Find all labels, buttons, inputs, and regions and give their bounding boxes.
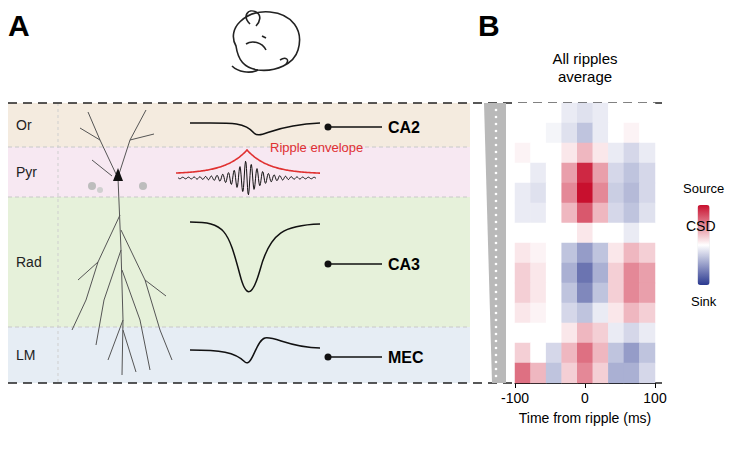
svg-text:0: 0 bbox=[581, 390, 589, 406]
svg-text:-100: -100 bbox=[501, 390, 529, 406]
svg-text:CA2: CA2 bbox=[388, 119, 420, 136]
svg-text:Or: Or bbox=[16, 117, 32, 133]
svg-text:Sink: Sink bbox=[691, 294, 717, 309]
svg-text:Time from ripple (ms): Time from ripple (ms) bbox=[519, 410, 652, 426]
svg-text:Rad: Rad bbox=[16, 254, 42, 270]
html-text:All ripples average: All ripples average bbox=[552, 50, 618, 85]
svg-text:LM: LM bbox=[16, 347, 35, 363]
svg-text:A: A bbox=[8, 9, 30, 42]
svg-text:MEC: MEC bbox=[388, 349, 424, 366]
svg-text:Ripple envelope: Ripple envelope bbox=[270, 140, 363, 155]
svg-text:Pyr: Pyr bbox=[16, 164, 37, 180]
svg-text:CA3: CA3 bbox=[388, 256, 420, 273]
svg-text:100: 100 bbox=[643, 390, 667, 406]
svg-text:Source: Source bbox=[683, 181, 724, 196]
svg-text:B: B bbox=[478, 9, 500, 42]
html-text:CSD: CSD bbox=[686, 218, 716, 234]
